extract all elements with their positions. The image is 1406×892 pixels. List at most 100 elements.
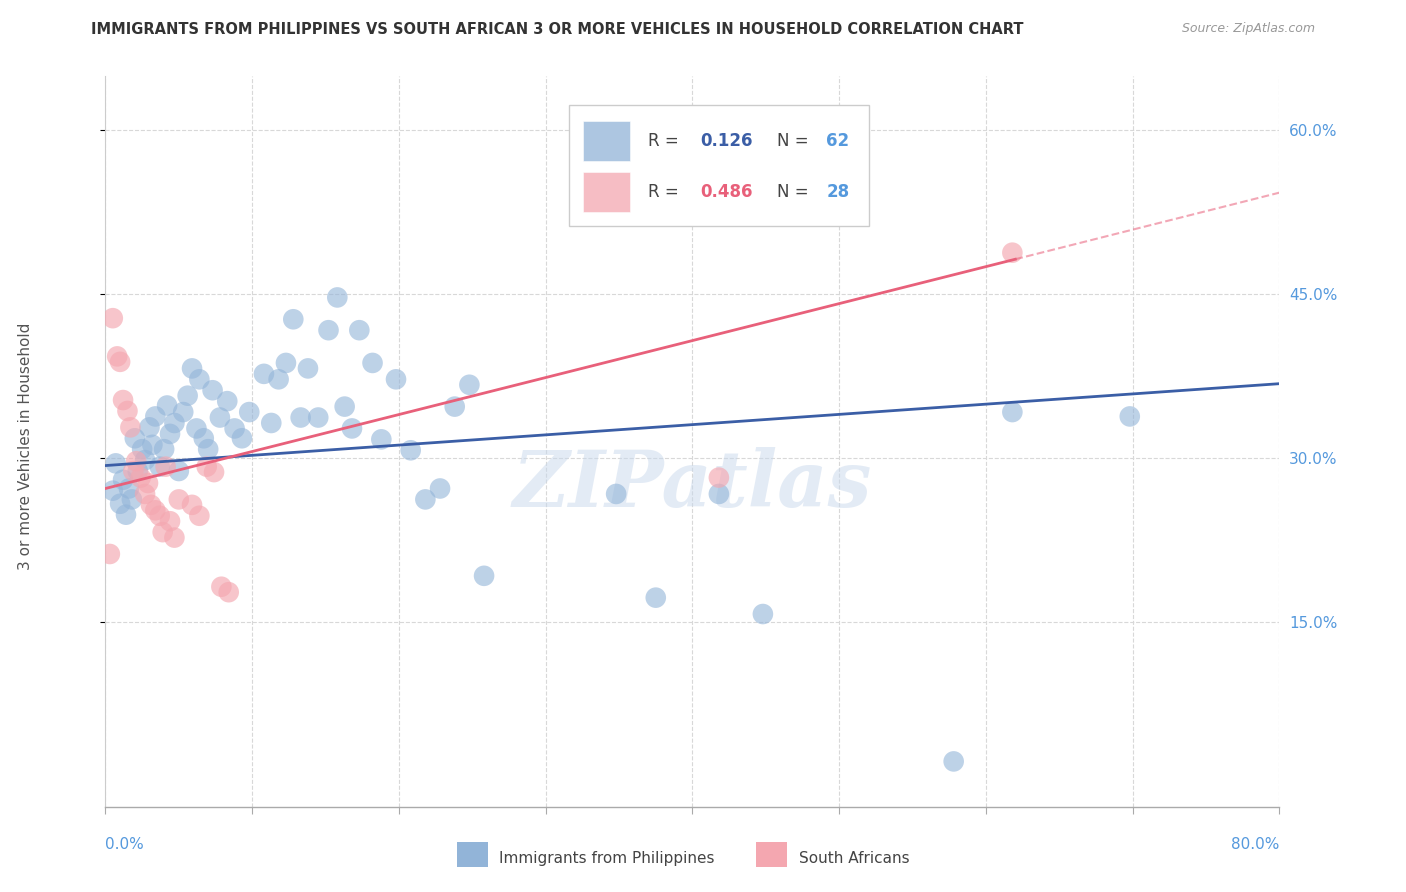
Point xyxy=(186,421,208,435)
Point xyxy=(605,487,627,501)
Point xyxy=(208,410,231,425)
Point xyxy=(167,464,190,478)
Point xyxy=(156,399,179,413)
Point xyxy=(181,498,204,512)
Point xyxy=(141,438,163,452)
Text: 0.486: 0.486 xyxy=(700,183,754,201)
Point xyxy=(399,443,422,458)
Text: IMMIGRANTS FROM PHILIPPINES VS SOUTH AFRICAN 3 OR MORE VEHICLES IN HOUSEHOLD COR: IMMIGRANTS FROM PHILIPPINES VS SOUTH AFR… xyxy=(91,22,1024,37)
Point xyxy=(224,421,246,435)
Point xyxy=(429,482,451,496)
Point xyxy=(370,433,392,447)
Point xyxy=(125,454,148,468)
Point xyxy=(122,464,145,478)
Point xyxy=(139,498,162,512)
Point xyxy=(361,356,384,370)
Text: 80.0%: 80.0% xyxy=(1232,838,1279,852)
Point xyxy=(149,459,172,474)
Point xyxy=(159,514,181,528)
Point xyxy=(318,323,340,337)
Text: ZIPatlas: ZIPatlas xyxy=(513,447,872,524)
Text: 28: 28 xyxy=(827,183,849,201)
FancyBboxPatch shape xyxy=(569,105,869,226)
Point xyxy=(98,547,121,561)
Point xyxy=(326,290,349,304)
Point xyxy=(1001,405,1024,419)
Point xyxy=(193,431,215,445)
Point xyxy=(134,453,156,467)
Point xyxy=(131,442,153,457)
Text: 3 or more Vehicles in Household: 3 or more Vehicles in Household xyxy=(18,322,32,570)
Point xyxy=(188,372,211,386)
Text: 0.126: 0.126 xyxy=(700,132,754,150)
Point xyxy=(153,442,176,457)
Point xyxy=(152,525,174,540)
Point xyxy=(105,350,128,364)
Point xyxy=(121,492,143,507)
Point xyxy=(163,531,186,545)
Point xyxy=(101,311,124,326)
Point xyxy=(297,361,319,376)
Point xyxy=(307,410,329,425)
Point xyxy=(290,410,312,425)
Point xyxy=(218,585,240,599)
Text: R =: R = xyxy=(648,183,683,201)
Point xyxy=(118,482,141,496)
Point xyxy=(124,431,146,445)
FancyBboxPatch shape xyxy=(583,172,630,212)
Point xyxy=(115,508,138,522)
Point xyxy=(117,404,139,418)
Point xyxy=(707,470,730,484)
Text: R =: R = xyxy=(648,132,683,150)
Point xyxy=(1119,409,1142,424)
Point xyxy=(217,394,239,409)
Point xyxy=(942,755,965,769)
Point xyxy=(138,420,160,434)
Point xyxy=(644,591,666,605)
Point xyxy=(415,492,437,507)
Text: Source: ZipAtlas.com: Source: ZipAtlas.com xyxy=(1181,22,1315,36)
Text: 62: 62 xyxy=(827,132,849,150)
Point xyxy=(136,476,159,491)
Point xyxy=(149,508,172,523)
Point xyxy=(134,487,156,501)
Point xyxy=(104,456,127,470)
Point xyxy=(231,431,253,445)
Point xyxy=(209,580,232,594)
Point xyxy=(127,464,149,478)
Point xyxy=(238,405,260,419)
Point xyxy=(707,487,730,501)
Point xyxy=(159,426,181,441)
Point xyxy=(188,508,211,523)
Point xyxy=(163,416,186,430)
Point xyxy=(108,355,131,369)
Point xyxy=(197,442,219,457)
Point xyxy=(129,470,152,484)
Point xyxy=(458,377,481,392)
Point xyxy=(195,459,218,474)
Point xyxy=(181,361,204,376)
Text: N =: N = xyxy=(778,132,814,150)
Point xyxy=(112,473,135,487)
Point xyxy=(155,459,177,474)
Point xyxy=(143,503,166,517)
Point xyxy=(253,367,276,381)
FancyBboxPatch shape xyxy=(583,121,630,161)
Point xyxy=(340,421,363,435)
Point xyxy=(1001,245,1024,260)
Point xyxy=(333,400,356,414)
Text: 0.0%: 0.0% xyxy=(105,838,145,852)
Point xyxy=(443,400,465,414)
Point xyxy=(283,312,305,326)
Text: N =: N = xyxy=(778,183,814,201)
Text: Immigrants from Philippines: Immigrants from Philippines xyxy=(499,851,714,865)
Point xyxy=(385,372,408,386)
Point xyxy=(167,492,190,507)
Point xyxy=(472,569,495,583)
Point xyxy=(143,409,166,424)
Point xyxy=(172,405,194,419)
Point xyxy=(202,465,225,479)
Point xyxy=(201,383,224,397)
Point xyxy=(349,323,371,337)
Point xyxy=(108,497,131,511)
